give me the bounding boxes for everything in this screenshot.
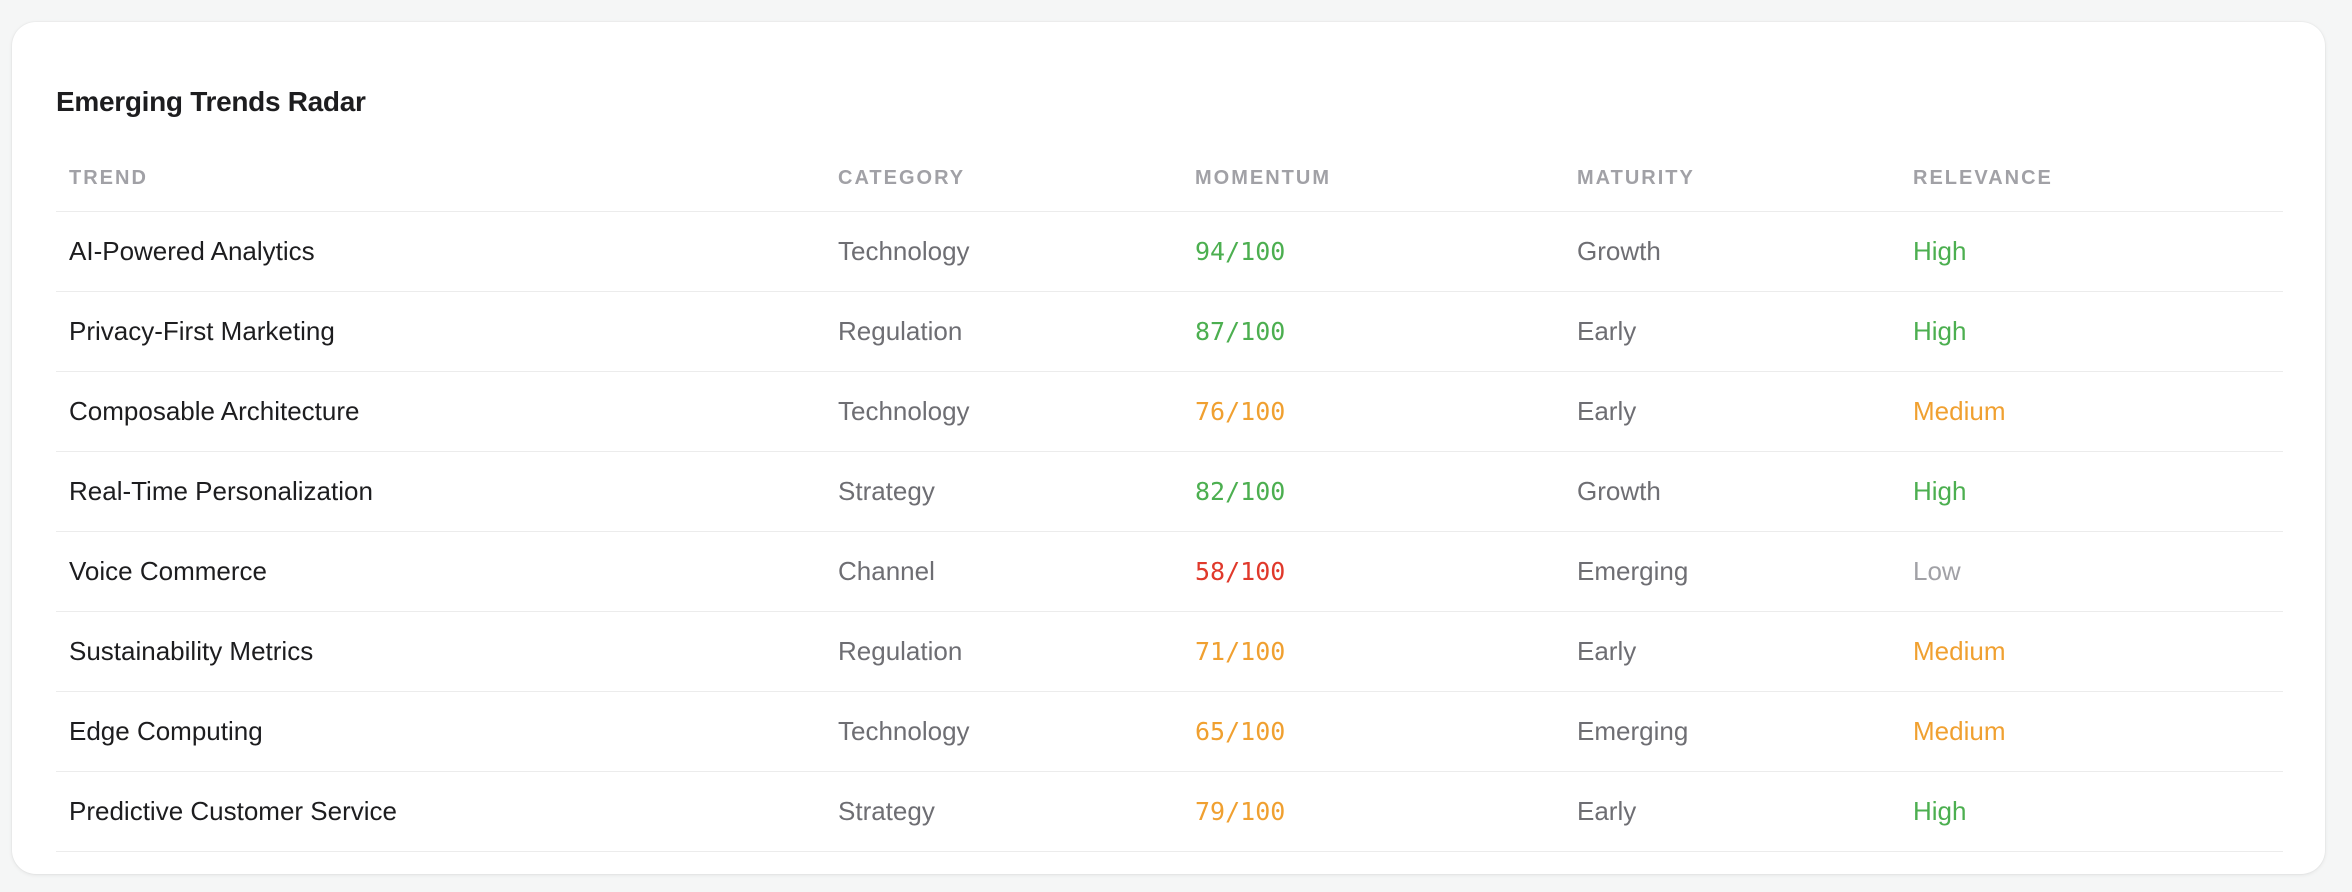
trend-maturity: Early	[1577, 316, 1637, 346]
trend-name: Predictive Customer Service	[69, 796, 397, 826]
table-row[interactable]: Predictive Customer Service Strategy 79/…	[56, 772, 2283, 852]
trend-relevance: High	[1913, 316, 1967, 346]
column-header-trend[interactable]: TREND	[69, 167, 148, 189]
trend-maturity: Emerging	[1577, 556, 1689, 586]
trend-maturity: Early	[1577, 636, 1637, 666]
trend-name: Sustainability Metrics	[69, 636, 314, 666]
column-header-maturity[interactable]: MATURITY	[1577, 167, 1695, 189]
trend-relevance: Medium	[1913, 636, 2006, 666]
trend-relevance: High	[1913, 476, 1967, 506]
trend-maturity: Early	[1577, 396, 1637, 426]
trend-category: Technology	[838, 716, 970, 746]
trend-name: Composable Architecture	[69, 396, 360, 426]
trend-maturity: Growth	[1577, 476, 1661, 506]
trend-maturity: Emerging	[1577, 716, 1689, 746]
trend-momentum: 65/100	[1195, 717, 1286, 746]
trend-relevance: High	[1913, 796, 1967, 826]
table-row[interactable]: Composable Architecture Technology 76/10…	[56, 372, 2283, 452]
trend-momentum: 87/100	[1195, 317, 1286, 346]
table-row[interactable]: Sustainability Metrics Regulation 71/100…	[56, 612, 2283, 692]
trend-maturity: Early	[1577, 796, 1637, 826]
trend-name: Privacy-First Marketing	[69, 316, 335, 346]
table-row[interactable]: Voice Commerce Channel 58/100 Emerging L…	[56, 532, 2283, 612]
trend-name: Edge Computing	[69, 716, 263, 746]
trend-momentum: 82/100	[1195, 477, 1286, 506]
trend-relevance: Low	[1913, 556, 1961, 586]
trend-momentum: 71/100	[1195, 637, 1286, 666]
column-header-category[interactable]: CATEGORY	[838, 167, 966, 189]
trend-relevance: Medium	[1913, 716, 2006, 746]
trend-category: Regulation	[838, 316, 963, 346]
column-header-relevance[interactable]: RELEVANCE	[1913, 167, 2053, 189]
table-row[interactable]: Real-Time Personalization Strategy 82/10…	[56, 452, 2283, 532]
trend-relevance: Medium	[1913, 396, 2006, 426]
table-row[interactable]: Edge Computing Technology 65/100 Emergin…	[56, 692, 2283, 772]
trend-momentum: 58/100	[1195, 557, 1286, 586]
trend-relevance: High	[1913, 236, 1967, 266]
trend-momentum: 79/100	[1195, 797, 1286, 826]
trend-category: Channel	[838, 556, 935, 586]
trend-momentum: 76/100	[1195, 397, 1286, 426]
trends-card: Emerging Trends Radar TREND CATEGORY MOM…	[12, 22, 2325, 874]
trend-category: Strategy	[838, 796, 935, 826]
trend-category: Technology	[838, 396, 970, 426]
table-row[interactable]: Privacy-First Marketing Regulation 87/10…	[56, 292, 2283, 372]
trend-category: Strategy	[838, 476, 935, 506]
card-title: Emerging Trends Radar	[56, 86, 366, 117]
trend-name: Voice Commerce	[69, 556, 267, 586]
trend-momentum: 94/100	[1195, 237, 1286, 266]
trend-name: Real-Time Personalization	[69, 476, 373, 506]
table-header: TREND CATEGORY MOMENTUM MATURITY RELEVAN…	[56, 150, 2283, 212]
trend-category: Technology	[838, 236, 970, 266]
trends-table: TREND CATEGORY MOMENTUM MATURITY RELEVAN…	[56, 150, 2283, 852]
trend-maturity: Growth	[1577, 236, 1661, 266]
table-row[interactable]: AI-Powered Analytics Technology 94/100 G…	[56, 212, 2283, 292]
column-header-momentum[interactable]: MOMENTUM	[1195, 167, 1331, 189]
trend-category: Regulation	[838, 636, 963, 666]
trend-name: AI-Powered Analytics	[69, 236, 315, 266]
